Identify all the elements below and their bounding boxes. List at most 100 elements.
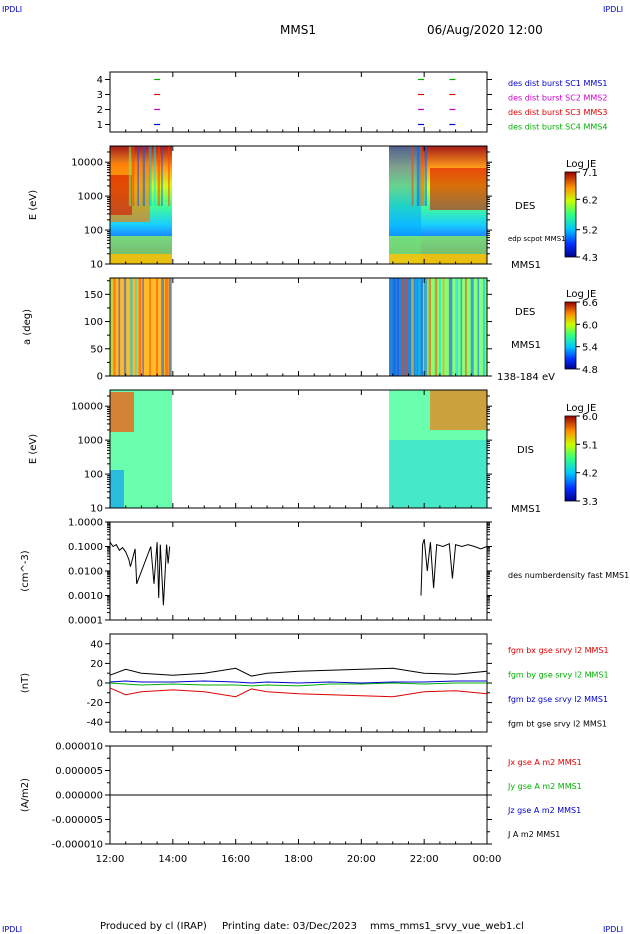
colorbar-tick-label: 4.8: [582, 365, 598, 376]
y-tick-label: 100: [84, 470, 103, 481]
spectrogram-stripe: [411, 146, 414, 206]
current-ylabel: (A/m2): [20, 778, 31, 812]
panel-magnetic-field: 40 20 0 -20 -40 (nT) fgm bx gse srvy l2 MMS1…: [20, 633, 609, 733]
corner-label-top-left: IPDLI: [2, 5, 22, 14]
colorbar-title: Log JE: [566, 403, 596, 414]
colorbar-title: Log JE: [566, 159, 596, 170]
y-tick-label: 0.000000: [55, 791, 103, 802]
spectrogram-stripe: [134, 278, 137, 376]
y-tick-label: 0: [97, 679, 103, 690]
dis-energy-lower-late: [389, 440, 487, 508]
bfield-line: [109, 687, 488, 698]
spectrogram-stripe: [137, 146, 139, 206]
y-tick-label: 20: [90, 659, 103, 670]
des-energy-ylabel: E (eV): [28, 190, 39, 220]
burst-legend-entry: des dist burst SC2 MMS2: [508, 94, 607, 103]
spectrogram-stripe: [434, 278, 438, 376]
spectrogram-stripe: [123, 278, 127, 376]
spectrogram-stripe: [405, 278, 408, 376]
colorbar-tick-label: 6.0: [582, 320, 598, 331]
x-tick-label: 16:00: [221, 854, 250, 865]
des-energy-low-band-late: [389, 236, 487, 254]
des-energy-hot-late: [430, 168, 487, 210]
y-tick-label: 1: [97, 120, 103, 131]
spectrogram-stripe: [424, 146, 428, 206]
y-tick-label: 0.0001: [68, 616, 103, 627]
colorbar-tick-label: 5.4: [582, 343, 598, 354]
density-line: [109, 541, 171, 606]
spectrogram-stripe: [113, 278, 116, 376]
x-tick-label: 12:00: [96, 854, 125, 865]
des-energy-spectrogram: [110, 146, 487, 264]
y-tick-label: 1000: [78, 192, 103, 203]
panel-density-frame: [109, 521, 488, 621]
dis-energy-hot-early: [110, 392, 134, 432]
burst-legend-entry: des dist burst SC3 MMS3: [508, 108, 607, 117]
spectrogram-stripe: [460, 278, 463, 376]
colorbar-scale: [564, 171, 577, 258]
colorbar-tick-label: 6.6: [582, 298, 598, 309]
y-tick-label: 3: [97, 90, 103, 101]
burst-legend-entry: des dist burst SC1 MMS1: [508, 79, 607, 88]
bfield-line: [109, 667, 488, 677]
y-tick-label: 1000: [78, 436, 103, 447]
spectrogram-stripe: [392, 278, 396, 376]
y-tick-label: 0.000010: [55, 742, 103, 753]
panel-des-pitch-angle: 150 100 50 0 a (deg) DES MMS1 138-184 eV Lo…: [22, 277, 598, 383]
y-tick-label: 2: [97, 105, 103, 116]
bfield-ylabel: (nT): [20, 673, 31, 693]
y-tick-label: 50: [90, 344, 103, 355]
corner-label-top-right: IPDLI: [603, 5, 623, 14]
spectrogram-stripe: [470, 278, 474, 376]
y-tick-label: 10000: [71, 158, 103, 169]
y-tick-label: 10: [90, 260, 103, 271]
panel-electron-density: 1.0000 0.1000 0.0100 0.0010 0.0001 (cm^-3) d…: [20, 518, 629, 627]
y-tick-label: 10: [90, 504, 103, 515]
colorbar-tick-label: 4.3: [582, 253, 598, 264]
colorbar-tick-label: 5.1: [582, 440, 598, 451]
spectrogram-stripe: [153, 146, 156, 206]
spectrogram-stripe: [156, 278, 158, 376]
corner-label-bottom-left: IPDLI: [2, 925, 22, 934]
y-tick-label: 4: [97, 75, 103, 86]
colorbar-tick-label: 6.2: [582, 195, 598, 206]
des-pitch-energy-range: 138-184 eV: [497, 372, 555, 383]
spectrogram-stripe: [157, 146, 161, 206]
spectrogram-stripe: [438, 278, 441, 376]
bfield-legend-entry: fgm bx gse srvy l2 MMS1: [508, 646, 609, 655]
spacecraft-title: MMS1: [280, 23, 316, 37]
spectrogram-stripe: [414, 278, 418, 376]
des-pitch-right-label: DES: [515, 307, 535, 318]
bfield-legend-entry: fgm bz gse srvy l2 MMS1: [508, 695, 608, 704]
x-tick-label: 20:00: [347, 854, 376, 865]
panel-des-energy: 10000 1000 100 10 E (eV) DES edp scpot MMS1…: [28, 145, 598, 271]
colorbar-scale: [564, 301, 577, 370]
footer-filename: mms_mms1_srvy_vue_web1.cl: [370, 921, 524, 932]
spectrogram-stripe: [423, 278, 428, 376]
datetime-title: 06/Aug/2020 12:00: [427, 23, 543, 37]
spectrogram-stripe: [418, 278, 421, 376]
colorbar-tick-label: 4.2: [582, 469, 598, 480]
spectrogram-stripe: [464, 278, 467, 376]
spectrogram-stripe: [455, 278, 459, 376]
panel-dis-energy: 10000 1000 100 10 E (eV) DIS MMS1 Log JE6.0…: [28, 389, 598, 515]
y-tick-label: -20: [87, 698, 103, 709]
density-ylabel: (cm^-3): [20, 550, 31, 591]
y-tick-label: 0.0010: [68, 591, 103, 602]
des-energy-low-band-early: [110, 236, 172, 254]
spectrogram-stripe: [148, 146, 152, 206]
y-tick-label: -0.000010: [52, 840, 103, 851]
des-energy-bottom-early: [110, 254, 172, 264]
dis-energy-spectrogram: [110, 390, 487, 508]
spectrogram-stripe: [132, 146, 135, 206]
bfield-line: [109, 680, 487, 684]
y-tick-label: 100: [84, 226, 103, 237]
spectrogram-stripe: [164, 278, 169, 376]
y-tick-label: -0.000005: [52, 815, 103, 826]
dis-energy-blue-early: [110, 470, 124, 508]
spectrogram-stripe: [482, 278, 486, 376]
spectrogram-stripe: [149, 278, 151, 376]
spectrogram-stripe: [420, 146, 424, 206]
footer-printing-date: Printing date: 03/Dec/2023: [222, 921, 357, 932]
